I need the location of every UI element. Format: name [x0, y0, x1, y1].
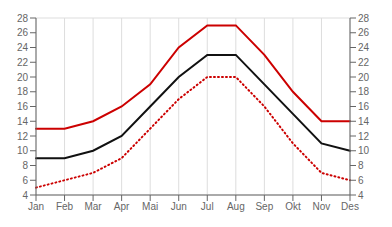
svg-text:Apr: Apr [114, 201, 130, 212]
svg-text:Feb: Feb [56, 201, 74, 212]
svg-text:12: 12 [358, 131, 370, 142]
svg-text:8: 8 [22, 160, 28, 171]
svg-text:Aug: Aug [227, 201, 245, 212]
svg-text:Des: Des [341, 201, 359, 212]
svg-text:20: 20 [17, 72, 29, 83]
svg-text:28: 28 [17, 13, 29, 24]
svg-text:10: 10 [17, 145, 29, 156]
svg-text:4: 4 [22, 190, 28, 201]
svg-text:26: 26 [17, 27, 29, 38]
svg-text:24: 24 [358, 42, 370, 53]
svg-text:8: 8 [358, 160, 364, 171]
svg-text:Jan: Jan [28, 201, 44, 212]
svg-text:14: 14 [358, 116, 370, 127]
svg-text:22: 22 [17, 57, 29, 68]
svg-text:16: 16 [17, 101, 29, 112]
svg-text:18: 18 [358, 86, 370, 97]
svg-text:22: 22 [358, 57, 370, 68]
svg-text:14: 14 [17, 116, 29, 127]
svg-text:6: 6 [22, 175, 28, 186]
svg-text:4: 4 [358, 190, 364, 201]
svg-text:Sep: Sep [255, 201, 273, 212]
svg-text:Okt: Okt [285, 201, 301, 212]
svg-text:12: 12 [17, 131, 29, 142]
svg-text:20: 20 [358, 72, 370, 83]
svg-text:16: 16 [358, 101, 370, 112]
svg-text:6: 6 [358, 175, 364, 186]
svg-text:Jul: Jul [201, 201, 214, 212]
svg-text:18: 18 [17, 86, 29, 97]
svg-text:Jun: Jun [171, 201, 187, 212]
svg-text:Mai: Mai [142, 201, 158, 212]
svg-text:Nov: Nov [313, 201, 331, 212]
svg-text:26: 26 [358, 27, 370, 38]
svg-text:Mar: Mar [84, 201, 102, 212]
svg-text:24: 24 [17, 42, 29, 53]
svg-text:28: 28 [358, 13, 370, 24]
svg-text:10: 10 [358, 145, 370, 156]
